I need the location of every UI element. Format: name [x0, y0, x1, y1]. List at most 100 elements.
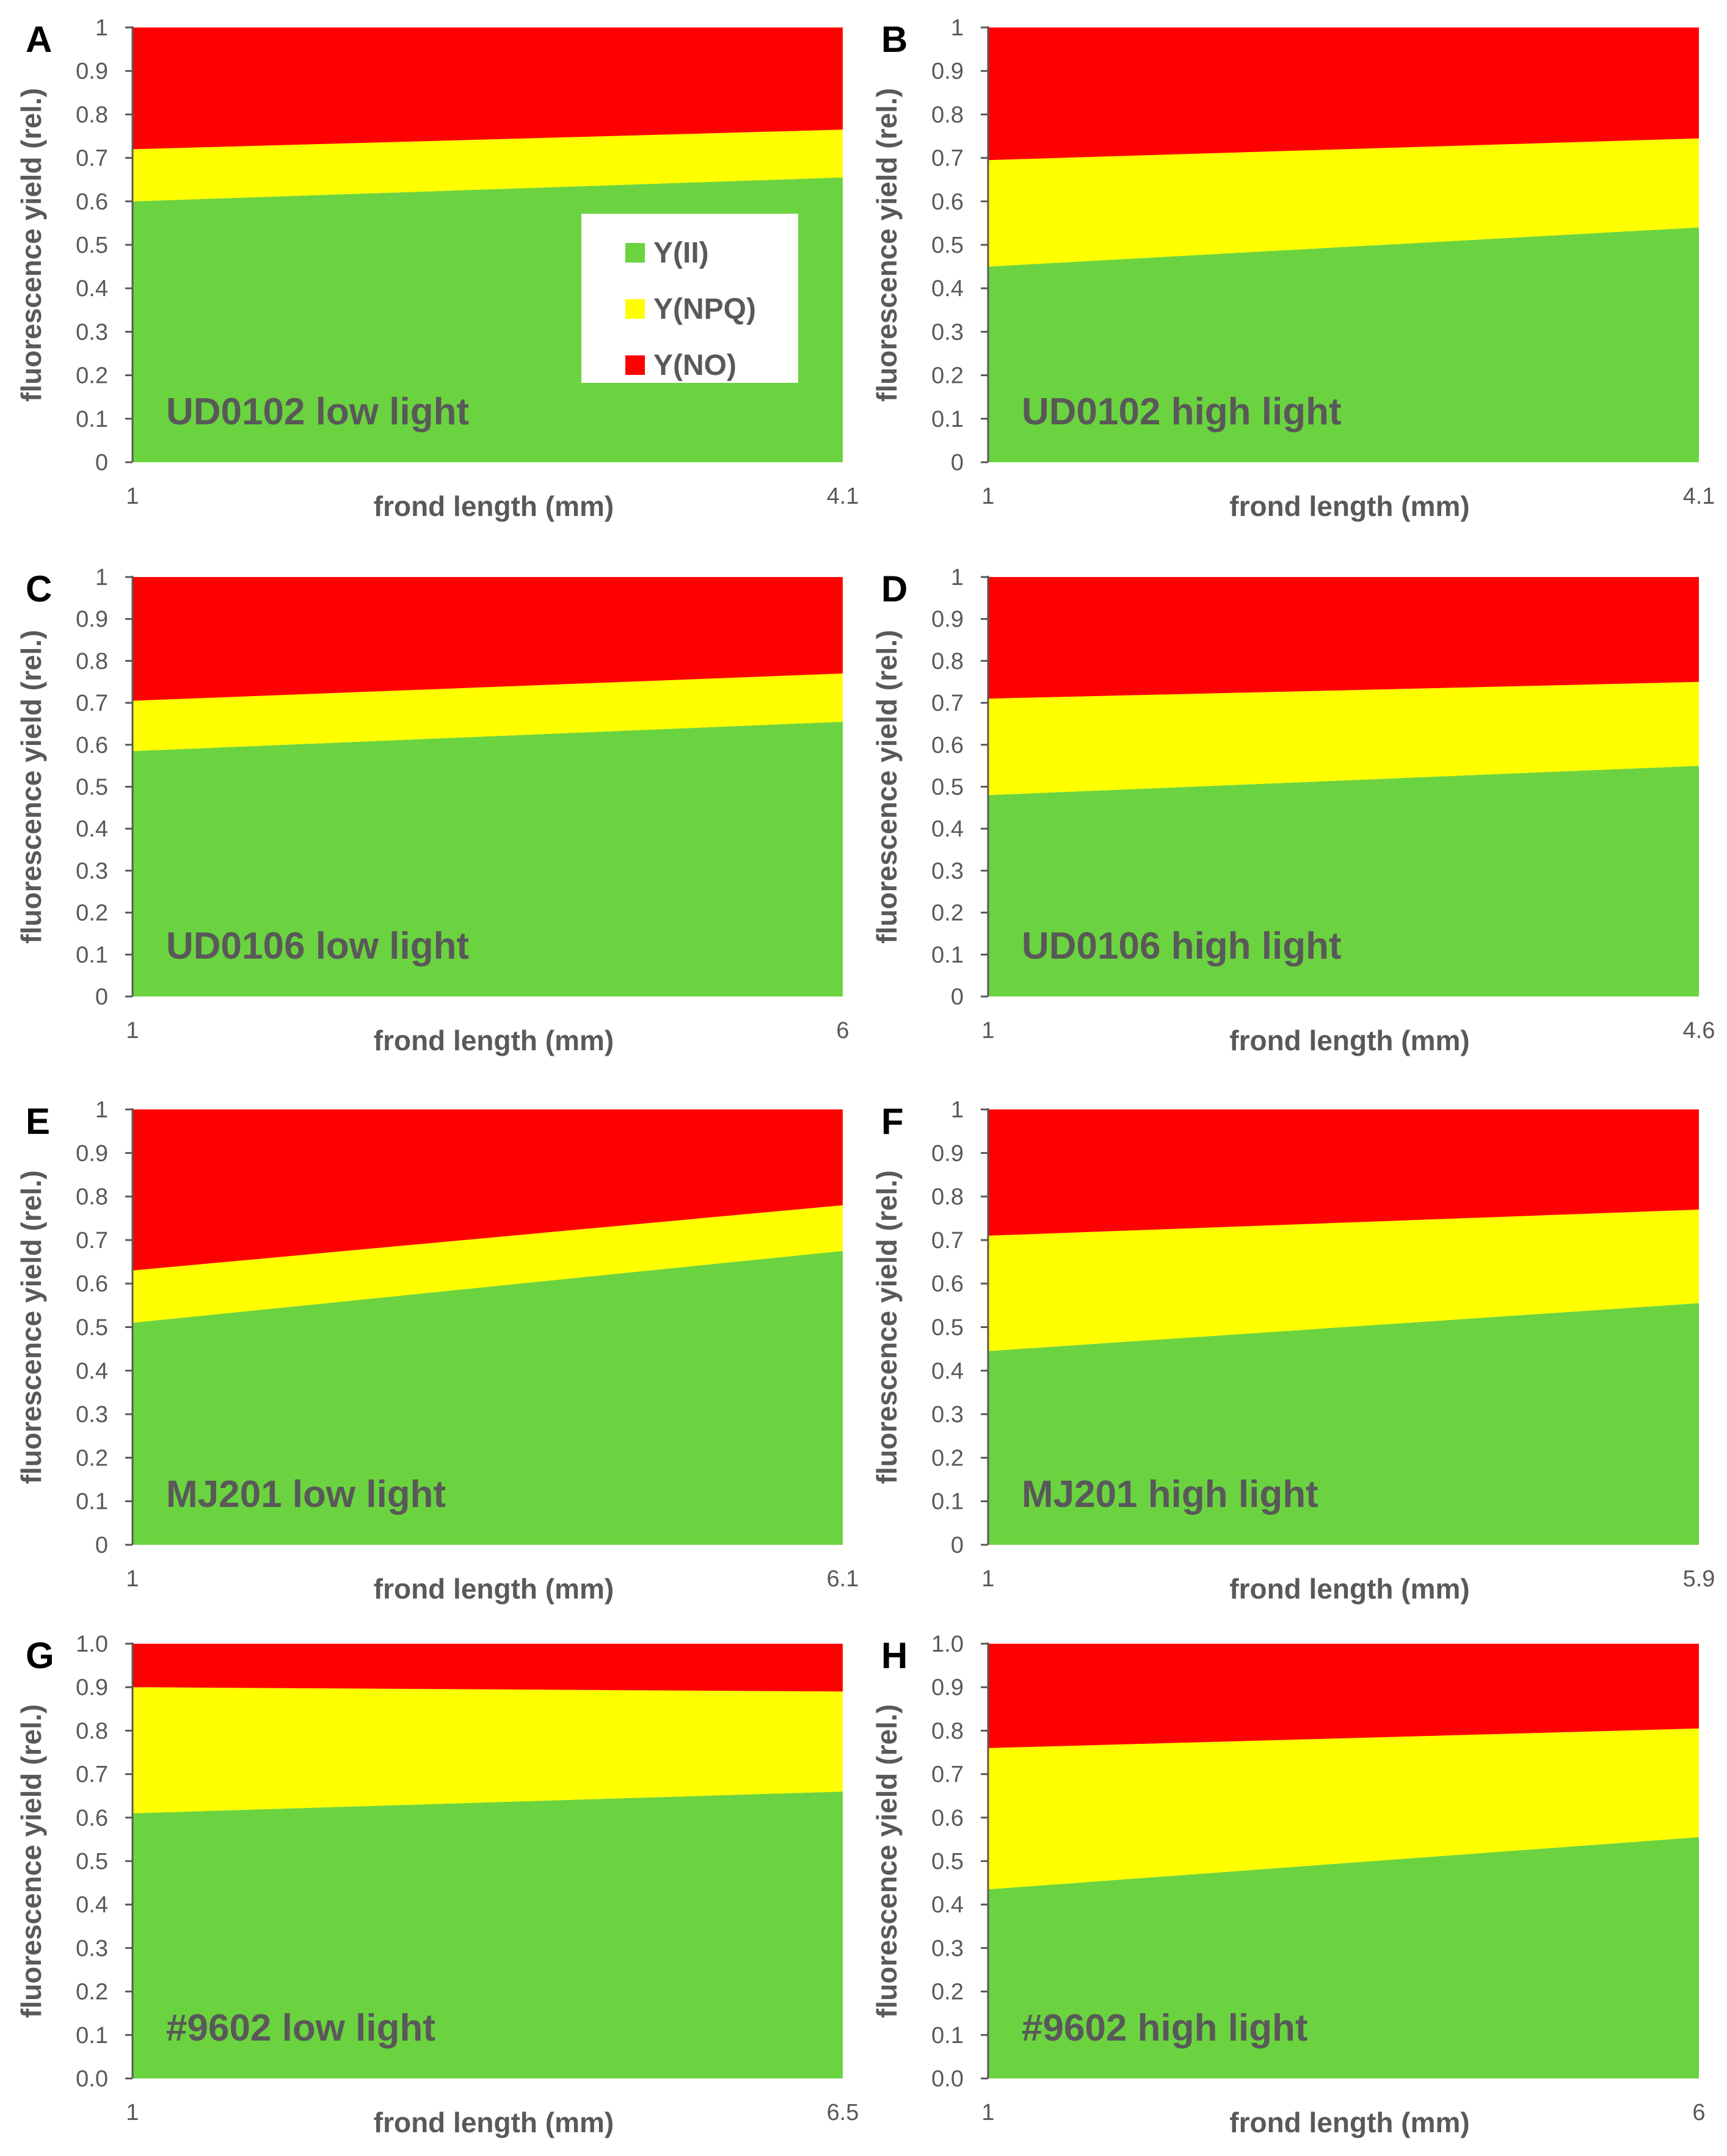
y-tick-label: 0.3: [76, 319, 108, 345]
panel-letter: A: [26, 19, 52, 60]
legend-box: [581, 214, 798, 383]
y-tick-label: 0.9: [931, 1675, 964, 1700]
y-tick-label: 0.2: [931, 901, 964, 926]
x-axis-title: frond length (mm): [1229, 1573, 1470, 1605]
x-tick-label: 5.9: [1683, 1566, 1715, 1592]
area-yno: [988, 1109, 1699, 1236]
area-ynpq: [988, 681, 1699, 796]
y-tick-label: 0.2: [76, 1445, 108, 1471]
x-axis-title: frond length (mm): [1229, 1025, 1470, 1056]
area-yno: [133, 1644, 843, 1692]
y-tick-label: 0.2: [76, 1980, 108, 2005]
y-tick-label: 0.9: [931, 59, 964, 84]
y-tick-label: 0.4: [931, 276, 964, 302]
area-ynpq: [988, 138, 1699, 267]
y-tick-label: 0.1: [76, 1489, 108, 1515]
panel-label: UD0102 low light: [166, 391, 469, 433]
y-tick-label: 0.1: [76, 942, 108, 968]
area-yno: [988, 1644, 1699, 1748]
y-tick-label: 1: [951, 565, 964, 590]
y-tick-label: 0.8: [76, 1185, 108, 1210]
area-yii: [133, 1791, 843, 2078]
y-tick-label: 1: [95, 1097, 108, 1123]
y-tick-label: 0.8: [931, 1718, 964, 1744]
y-tick-label: 0.4: [931, 816, 964, 842]
panel-letter: B: [881, 19, 907, 60]
y-tick-label: 0: [951, 984, 964, 1010]
panel-letter: D: [881, 568, 907, 609]
x-tick-label: 1: [981, 484, 994, 509]
panel-label: UD0102 high light: [1022, 391, 1342, 433]
y-tick-label: 0.6: [76, 1806, 108, 1831]
panel-letter: G: [26, 1635, 54, 1676]
y-tick-label: 0.4: [931, 1892, 964, 1918]
panel-label: MJ201 low light: [166, 1473, 446, 1515]
y-tick-label: 0.3: [76, 858, 108, 884]
y-tick-label: 1: [95, 565, 108, 590]
y-tick-label: 0.6: [76, 733, 108, 758]
y-axis-title: fluorescence yield (rel.): [15, 630, 47, 944]
y-axis-title: fluorescence yield (rel.): [15, 88, 47, 402]
y-tick-label: 0.7: [76, 1228, 108, 1254]
y-tick-label: 0.2: [76, 901, 108, 926]
x-tick-label: 1: [981, 2100, 994, 2125]
y-tick-label: 0.4: [76, 1359, 108, 1384]
x-axis-title: frond length (mm): [374, 1025, 614, 1056]
panel-label: #9602 high light: [1022, 2007, 1308, 2049]
y-tick-label: 0: [951, 450, 964, 476]
y-tick-label: 1: [951, 1097, 964, 1123]
area-yii: [988, 1303, 1699, 1545]
y-tick-label: 0.9: [931, 1141, 964, 1166]
y-tick-label: 0.9: [76, 607, 108, 633]
x-tick-label: 4.6: [1683, 1018, 1715, 1044]
y-tick-label: 0.8: [76, 102, 108, 128]
y-tick-label: 0.1: [931, 2023, 964, 2049]
x-axis-title: frond length (mm): [1229, 490, 1470, 522]
panel-c: 0 0.1 0.2 0.3 0.4 0.5 0.6 0.7 0.8 0.9 1 1 6 frond len…: [15, 565, 849, 1056]
y-axis-title: fluorescence yield (rel.): [871, 88, 903, 402]
y-tick-label: 0.4: [76, 1892, 108, 1918]
y-tick-label: 0.6: [931, 733, 964, 758]
area-yno: [133, 1109, 843, 1271]
legend-label-yno: Y(NO): [653, 349, 736, 382]
y-tick-label: 0.3: [931, 319, 964, 345]
panel-letter: F: [881, 1101, 904, 1142]
panel-h: 0.0 0.1 0.2 0.3 0.4 0.5 0.6 0.7 0.8 0.9 1.0 1 6 frond…: [871, 1632, 1706, 2138]
y-tick-label: 0.8: [931, 648, 964, 674]
y-tick-label: 0.0: [76, 2066, 108, 2092]
y-tick-label: 0.2: [931, 1445, 964, 1471]
y-tick-label: 0.9: [76, 1141, 108, 1166]
x-axis-title: frond length (mm): [374, 2107, 614, 2138]
y-tick-label: 1.0: [76, 1632, 108, 1657]
legend-label-ynpq: Y(NPQ): [653, 293, 756, 325]
y-tick-label: 0.8: [76, 648, 108, 674]
y-tick-label: 0.8: [76, 1718, 108, 1744]
y-tick-label: 0.8: [931, 1185, 964, 1210]
area-ynpq: [988, 1210, 1699, 1351]
area-yii: [133, 722, 843, 996]
y-tick-label: 1: [95, 15, 108, 41]
x-tick-label: 6.5: [827, 2100, 859, 2125]
x-tick-label: 6.1: [827, 1566, 859, 1592]
area-yno: [133, 27, 843, 150]
panel-g: 0.0 0.1 0.2 0.3 0.4 0.5 0.6 0.7 0.8 0.9 1.0 1 6.5 fro…: [15, 1632, 859, 2138]
y-tick-label: 0.1: [931, 407, 964, 432]
x-tick-label: 1: [126, 484, 139, 509]
x-tick-label: 1: [981, 1566, 994, 1592]
panel-f: 0 0.1 0.2 0.3 0.4 0.5 0.6 0.7 0.8 0.9 1 1 5.9 frond l…: [871, 1097, 1715, 1605]
y-tick-label: 0: [951, 1533, 964, 1558]
y-axis-title: fluorescence yield (rel.): [15, 1171, 47, 1484]
x-tick-label: 1: [126, 1566, 139, 1592]
y-tick-label: 0.6: [76, 1271, 108, 1297]
panel-b: 0 0.1 0.2 0.3 0.4 0.5 0.6 0.7 0.8 0.9 1 1 4.1 frond l…: [871, 15, 1715, 522]
y-tick-label: 0.6: [931, 1806, 964, 1831]
y-tick-label: 0.9: [76, 1675, 108, 1700]
legend-swatch-yno: [625, 355, 645, 375]
y-tick-label: 0.4: [76, 816, 108, 842]
area-yii: [988, 1837, 1699, 2078]
y-tick-label: 0.1: [76, 2023, 108, 2049]
y-axis-title: fluorescence yield (rel.): [871, 1171, 903, 1484]
panel-label: MJ201 high light: [1022, 1473, 1318, 1515]
y-tick-label: 0.7: [931, 691, 964, 716]
